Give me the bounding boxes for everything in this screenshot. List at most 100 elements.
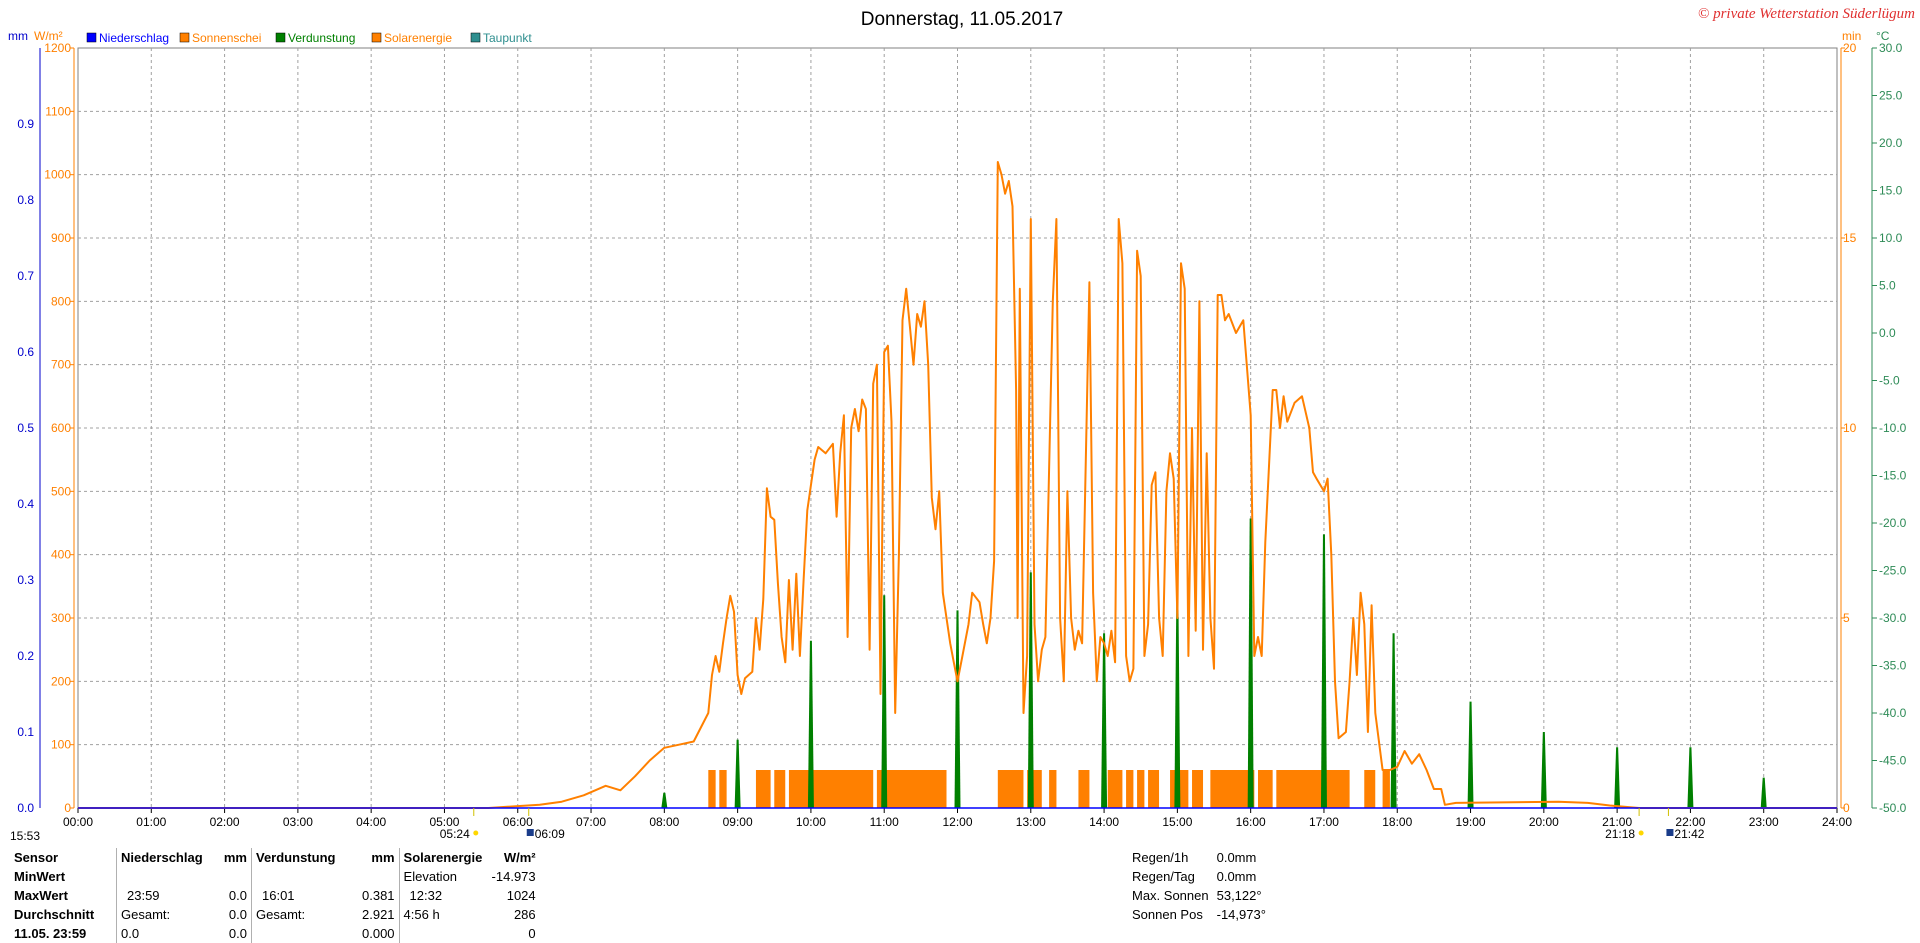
cell: Gesamt: xyxy=(251,905,358,924)
stats-row-min: MinWert Elevation -14.973 xyxy=(10,867,540,886)
wm2-tick-label: 1200 xyxy=(44,41,71,55)
x-tick-label: 14:00 xyxy=(1089,815,1119,829)
evaporation-spike xyxy=(661,792,668,808)
sunshine-bar xyxy=(1107,770,1123,808)
sun-marker-icon xyxy=(473,830,479,836)
celsius-tick-label: -30.0 xyxy=(1879,611,1907,625)
legend-label: Taupunkt xyxy=(483,31,532,45)
x-tick-label: 03:00 xyxy=(283,815,313,829)
cell: -14.973 xyxy=(491,869,536,884)
cell: 0.0 xyxy=(228,926,247,941)
evaporation-spike xyxy=(807,640,814,808)
mm-tick-label: 0.1 xyxy=(17,725,34,739)
celsius-tick-label: -10.0 xyxy=(1879,421,1907,435)
sunshine-bar xyxy=(1078,770,1090,808)
header-mm-2: mm xyxy=(371,850,395,865)
legend-swatch xyxy=(179,32,190,43)
celsius-tick-label: -25.0 xyxy=(1879,564,1907,578)
stats-row-current: 11.05. 23:59 0.0 0.0 0.000 0 xyxy=(10,924,540,943)
x-tick-label: 07:00 xyxy=(576,815,606,829)
solar-energy-line xyxy=(78,161,1837,809)
x-tick-label: 02:00 xyxy=(210,815,240,829)
evaporation-spike xyxy=(1467,701,1474,808)
wm2-tick-label: 500 xyxy=(51,484,71,498)
sunshine-bar xyxy=(774,770,786,808)
x-tick-label: 13:00 xyxy=(1016,815,1046,829)
celsius-tick-label: 15.0 xyxy=(1879,184,1903,198)
evaporation-spike xyxy=(1540,732,1547,808)
sun-marker-icon xyxy=(1638,830,1644,836)
x-tick-label: 06:00 xyxy=(503,815,533,829)
celsius-tick-label: -35.0 xyxy=(1879,659,1907,673)
evaporation-spike xyxy=(734,739,741,808)
x-tick-label: 05:00 xyxy=(429,815,459,829)
cell xyxy=(251,867,358,886)
evaporation-spike xyxy=(1760,777,1767,808)
x-tick-label: 19:00 xyxy=(1456,815,1486,829)
legend-label: Verdunstung xyxy=(288,31,355,45)
header-mm-1: mm xyxy=(223,850,247,865)
stats-header-row: Sensor Niederschlag mm Verdunstung mm So… xyxy=(10,848,540,867)
current-readings: Regen/1h 0.0mm Regen/Tag 0.0mm Max. Sonn… xyxy=(1128,848,1270,924)
sunshine-bars xyxy=(708,770,1390,808)
cell: Elevation xyxy=(398,867,488,886)
sunshine-bar xyxy=(1276,770,1350,808)
mm-tick-label: 0.7 xyxy=(17,269,34,283)
mm-tick-label: 0.4 xyxy=(17,497,34,511)
x-tick-label: 04:00 xyxy=(356,815,386,829)
cell: 0.0 xyxy=(116,924,215,943)
min-axis-unit: min xyxy=(1842,29,1861,43)
sun-marker-label: 21:42 xyxy=(1674,827,1704,841)
wm2-tick-label: 200 xyxy=(51,674,71,688)
cell: Gesamt: xyxy=(116,905,215,924)
x-tick-label: 24:00 xyxy=(1822,815,1852,829)
sunshine-bar xyxy=(708,770,716,808)
reading-value: 0.0mm xyxy=(1216,850,1257,865)
x-tick-label: 09:00 xyxy=(723,815,753,829)
reading-label: Sonnen Pos xyxy=(1132,907,1203,922)
wm2-tick-label: 800 xyxy=(51,294,71,308)
cell xyxy=(358,867,399,886)
sunshine-bar xyxy=(1137,770,1145,808)
wm2-tick-label: 300 xyxy=(51,611,71,625)
celsius-tick-label: 0.0 xyxy=(1879,326,1896,340)
row-label: MaxWert xyxy=(14,888,68,903)
reading-label: Regen/Tag xyxy=(1132,869,1195,884)
reading-label: Max. Sonnen xyxy=(1132,888,1209,903)
cell: 23:59 xyxy=(116,886,215,905)
sunshine-bar xyxy=(788,770,874,808)
cell: 0.000 xyxy=(362,926,395,941)
x-tick-label: 12:00 xyxy=(942,815,972,829)
celsius-tick-label: -40.0 xyxy=(1879,706,1907,720)
sunshine-bar xyxy=(719,770,727,808)
x-tick-label: 22:00 xyxy=(1675,815,1705,829)
cell: 12:32 xyxy=(398,886,488,905)
sun-marker-label: 06:09 xyxy=(535,827,565,841)
x-tick-label: 11:00 xyxy=(870,815,899,829)
mm-tick-label: 0.3 xyxy=(17,573,34,587)
mm-tick-label: 0.5 xyxy=(17,421,34,435)
evaporation-spike xyxy=(1174,595,1181,808)
mm-axis-unit: mm xyxy=(8,29,28,43)
cell: 0.0 xyxy=(228,888,247,903)
chart-axes: 00:00 01:00 02:00 03:00 04:00 05:00 06:00 07:00… xyxy=(17,41,1906,829)
reading-value: 0.0mm xyxy=(1216,869,1257,884)
legend-swatch xyxy=(470,32,481,43)
wm2-tick-label: 1100 xyxy=(45,104,71,118)
min-tick-label: 10 xyxy=(1843,421,1857,435)
celsius-tick-label: -45.0 xyxy=(1879,754,1907,768)
celsius-tick-label: 10.0 xyxy=(1879,231,1903,245)
wm2-tick-label: 400 xyxy=(51,548,71,562)
mm-tick-label: 0.6 xyxy=(17,345,34,359)
reading-value: 53,122° xyxy=(1216,888,1262,903)
wm2-tick-label: 700 xyxy=(51,358,71,372)
stats-row-max: MaxWert 23:59 0.0 16:01 0.381 12:32 1024 xyxy=(10,886,540,905)
reading-row: Regen/1h 0.0mm xyxy=(1128,848,1270,867)
wm2-tick-label: 900 xyxy=(51,231,71,245)
stats-table: Sensor Niederschlag mm Verdunstung mm So… xyxy=(10,848,540,943)
legend-swatch xyxy=(86,32,97,43)
row-label: 11.05. 23:59 xyxy=(14,926,87,941)
cell xyxy=(215,867,252,886)
sunshine-bar xyxy=(1257,770,1273,808)
wm2-tick-label: 0 xyxy=(64,801,71,815)
